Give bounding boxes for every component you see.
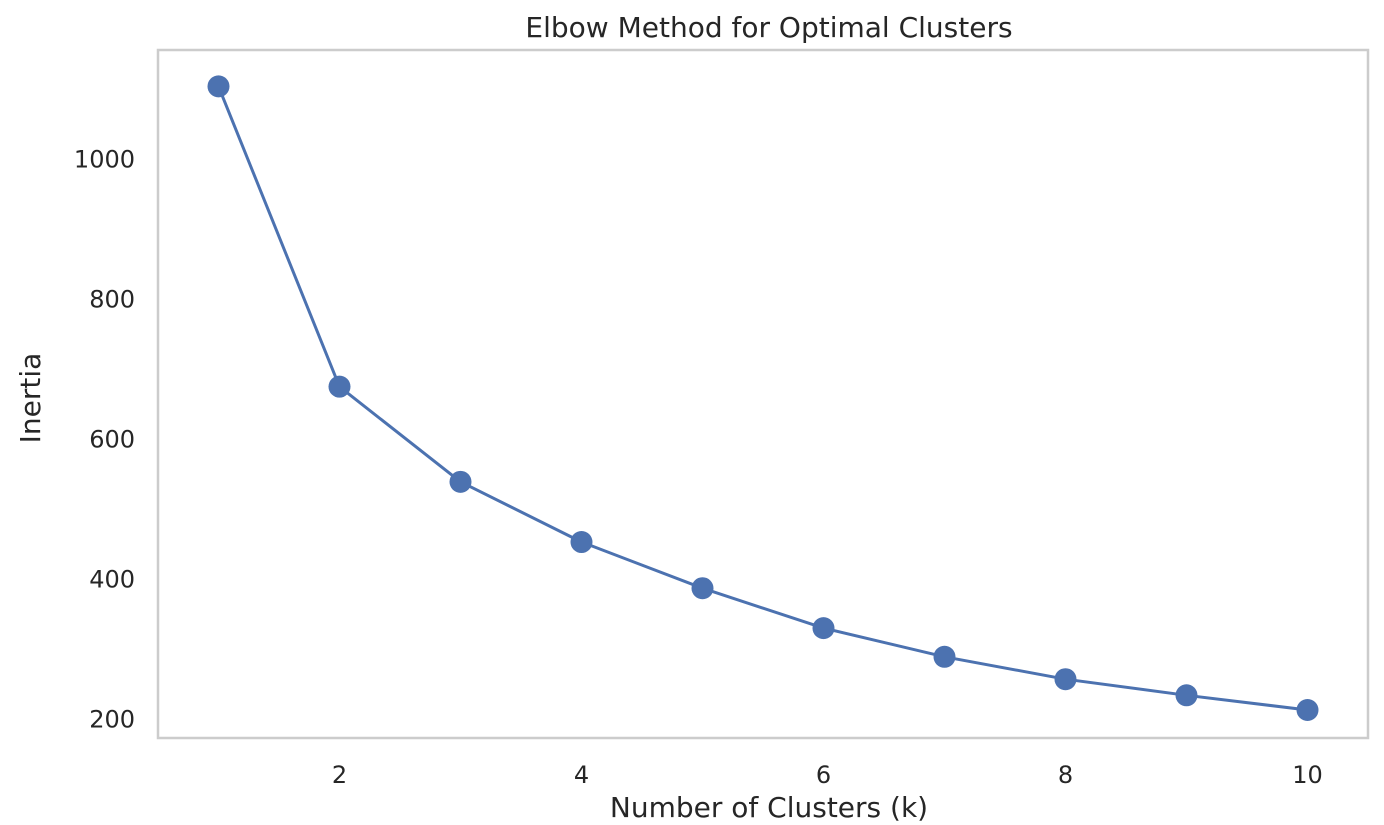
y-tick-label: 600 — [89, 425, 135, 453]
y-axis-ticks: 200 400 600 800 1000 — [74, 145, 135, 733]
y-axis-label: Inertia — [14, 353, 47, 444]
data-point-marker — [1175, 684, 1198, 707]
x-axis-ticks: 2 4 6 8 10 — [332, 761, 1323, 789]
y-tick-label: 800 — [89, 285, 135, 313]
plot-area — [156, 48, 1370, 740]
series-markers — [207, 75, 1319, 722]
x-tick-label: 6 — [816, 761, 831, 789]
x-axis-label: Number of Clusters (k) — [610, 791, 928, 824]
data-point-marker — [570, 531, 593, 554]
x-tick-label: 8 — [1058, 761, 1073, 789]
y-tick-label: 200 — [89, 705, 135, 733]
chart-title: Elbow Method for Optimal Clusters — [525, 11, 1012, 44]
data-point-marker — [449, 470, 472, 493]
data-point-marker — [933, 645, 956, 668]
data-point-marker — [691, 577, 714, 600]
y-tick-label: 1000 — [74, 145, 135, 173]
x-tick-label: 2 — [332, 761, 347, 789]
x-tick-label: 4 — [574, 761, 589, 789]
x-tick-label: 10 — [1292, 761, 1323, 789]
data-point-marker — [328, 375, 351, 398]
data-point-marker — [1054, 668, 1077, 691]
series-line — [217, 85, 1308, 712]
y-tick-label: 400 — [89, 565, 135, 593]
data-point-marker — [207, 75, 230, 98]
data-point-marker — [1296, 699, 1319, 722]
data-point-marker — [812, 617, 835, 640]
